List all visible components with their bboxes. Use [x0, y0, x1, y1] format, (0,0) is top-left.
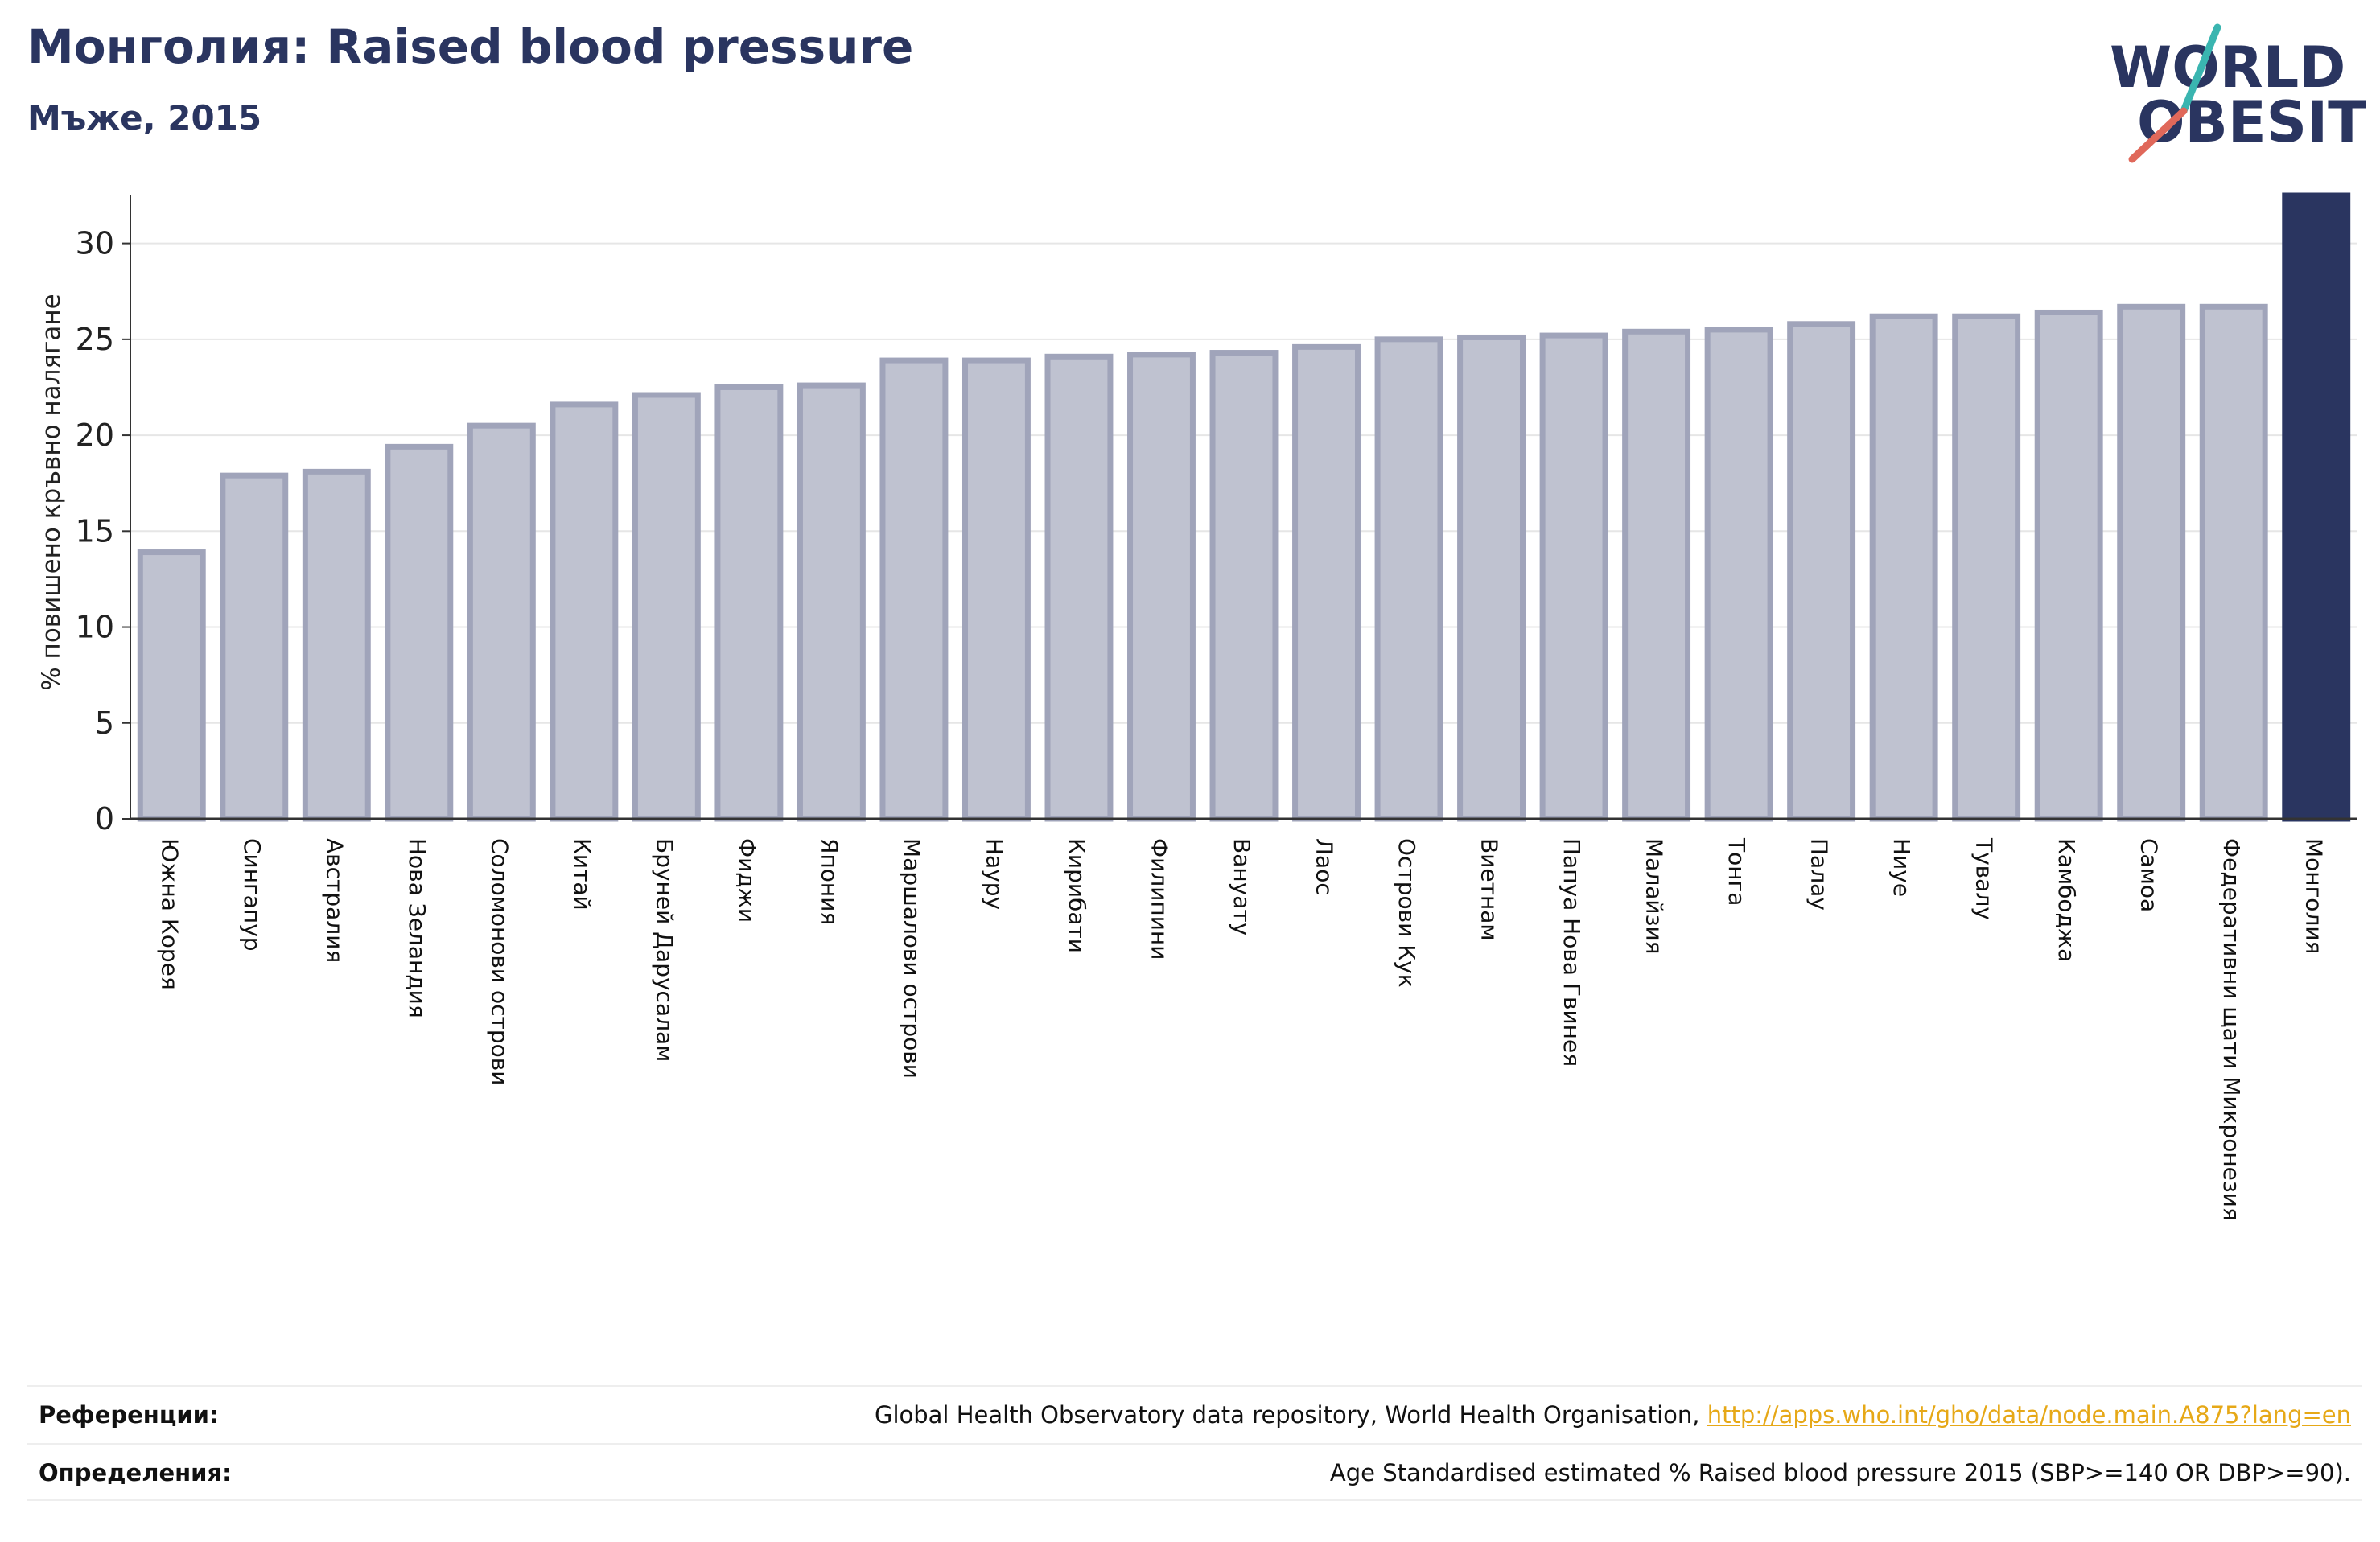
bar: [550, 401, 619, 822]
bar: [714, 384, 784, 822]
x-tick-label: Фиджи: [734, 838, 760, 923]
bar: [220, 472, 289, 822]
references-label: Референции:: [39, 1401, 219, 1429]
references-text: Global Health Observatory data repositor…: [874, 1401, 1707, 1429]
bar: [2282, 192, 2351, 822]
bar: [1869, 313, 1938, 822]
x-tick-label: Палау: [1806, 838, 1833, 911]
bar: [1704, 327, 1773, 822]
world-obesity-logo: WORLD OBESITY: [2110, 23, 2366, 163]
y-tick-label: 5: [95, 705, 114, 741]
x-tick-label: Папуа Нова Гвинея: [1559, 838, 1585, 1067]
bar: [797, 382, 866, 822]
logo-slash-red: [2128, 107, 2188, 163]
y-tick-labels: 0 5 10 15 20 25 30: [76, 226, 130, 837]
bar: [1374, 336, 1443, 822]
x-tick-label: Лаос: [1311, 838, 1338, 895]
bar: [1952, 313, 2021, 822]
bar: [1127, 352, 1196, 822]
x-tick-label: Вануату: [1229, 838, 1255, 935]
references-value: Global Health Observatory data repositor…: [875, 1401, 2351, 1429]
x-tick-label: Виетнам: [1476, 838, 1503, 941]
x-tick-label: Япония: [816, 838, 842, 925]
bar: [1209, 350, 1279, 822]
x-tick-label: Ниуе: [1888, 838, 1915, 897]
x-tick-label: Федеративни щати Микронезия: [2218, 838, 2245, 1221]
bar: [1622, 328, 1691, 822]
bar: [137, 549, 206, 822]
bars: [137, 192, 2351, 822]
bar: [1539, 332, 1608, 822]
x-tick-label: Южна Корея: [156, 838, 183, 990]
x-tick-label: Монголия: [2301, 838, 2328, 954]
bar: [632, 392, 701, 822]
references-link[interactable]: http://apps.who.int/gho/data/node.main.A…: [1707, 1401, 2351, 1429]
footer: Референции: Global Health Observatory da…: [27, 1385, 2362, 1514]
bar: [2199, 303, 2268, 822]
x-tick-label: Камбоджа: [2053, 838, 2080, 962]
logo-slash-teal: [2180, 23, 2221, 115]
bar: [1044, 353, 1114, 822]
definitions-value: Age Standardised estimated % Raised bloo…: [1329, 1459, 2351, 1486]
bar: [385, 443, 454, 822]
x-tick-labels: Южна Корея Сингапур Австралия Нова Зеландия…: [156, 837, 2327, 1221]
x-tick-label: Тонга: [1723, 837, 1750, 906]
page-title: Монголия: Raised blood pressure: [27, 19, 914, 74]
y-tick-label: 30: [76, 226, 114, 261]
logo-line-world: WORLD: [2110, 35, 2345, 101]
x-tick-label: Австралия: [321, 838, 348, 963]
x-tick-label: Острови Кук: [1394, 838, 1420, 988]
x-tick-label: Бруней Дарусалам: [651, 838, 677, 1062]
bar: [302, 468, 371, 822]
definitions-row: Определения: Age Standardised estimated …: [27, 1443, 2362, 1501]
bar: [1787, 321, 1856, 822]
x-tick-label: Филипини: [1146, 838, 1172, 960]
x-tick-label: Тувалу: [1971, 837, 1998, 920]
y-tick-label: 20: [76, 417, 114, 453]
x-tick-label: Малайзия: [1641, 838, 1668, 955]
definitions-label: Определения:: [39, 1459, 232, 1486]
references-row: Референции: Global Health Observatory da…: [27, 1385, 2362, 1443]
bar: [2117, 303, 2186, 822]
page-subtitle: Мъже, 2015: [27, 98, 262, 138]
footer-divider: [27, 1499, 2362, 1501]
x-tick-label: Китай: [569, 838, 595, 911]
bar: [879, 357, 949, 822]
x-tick-label: Кирибати: [1064, 838, 1090, 953]
x-tick-label: Маршалови острови: [899, 838, 925, 1079]
bar: [467, 422, 536, 822]
y-tick-label: 0: [95, 801, 114, 837]
y-tick-label: 10: [76, 610, 114, 645]
bar: [2034, 309, 2103, 822]
axes: [130, 195, 2357, 820]
bar: [1457, 334, 1526, 822]
y-axis-label: % повишено кръвно налягане: [37, 294, 66, 691]
bar-chart: 0 5 10 15 20 25 30 Южна Корея Сингапур Австралия…: [37, 192, 2357, 1221]
y-tick-label: 25: [76, 322, 114, 357]
y-tick-label: 15: [76, 513, 114, 549]
bar: [1292, 343, 1361, 822]
x-tick-label: Нова Зеландия: [404, 838, 430, 1018]
x-tick-label: Самоа: [2136, 838, 2163, 912]
bar: [961, 357, 1031, 822]
x-tick-label: Сингапур: [239, 838, 266, 952]
x-tick-label: Науру: [981, 838, 1007, 910]
x-tick-label: Соломонови острови: [486, 838, 513, 1085]
